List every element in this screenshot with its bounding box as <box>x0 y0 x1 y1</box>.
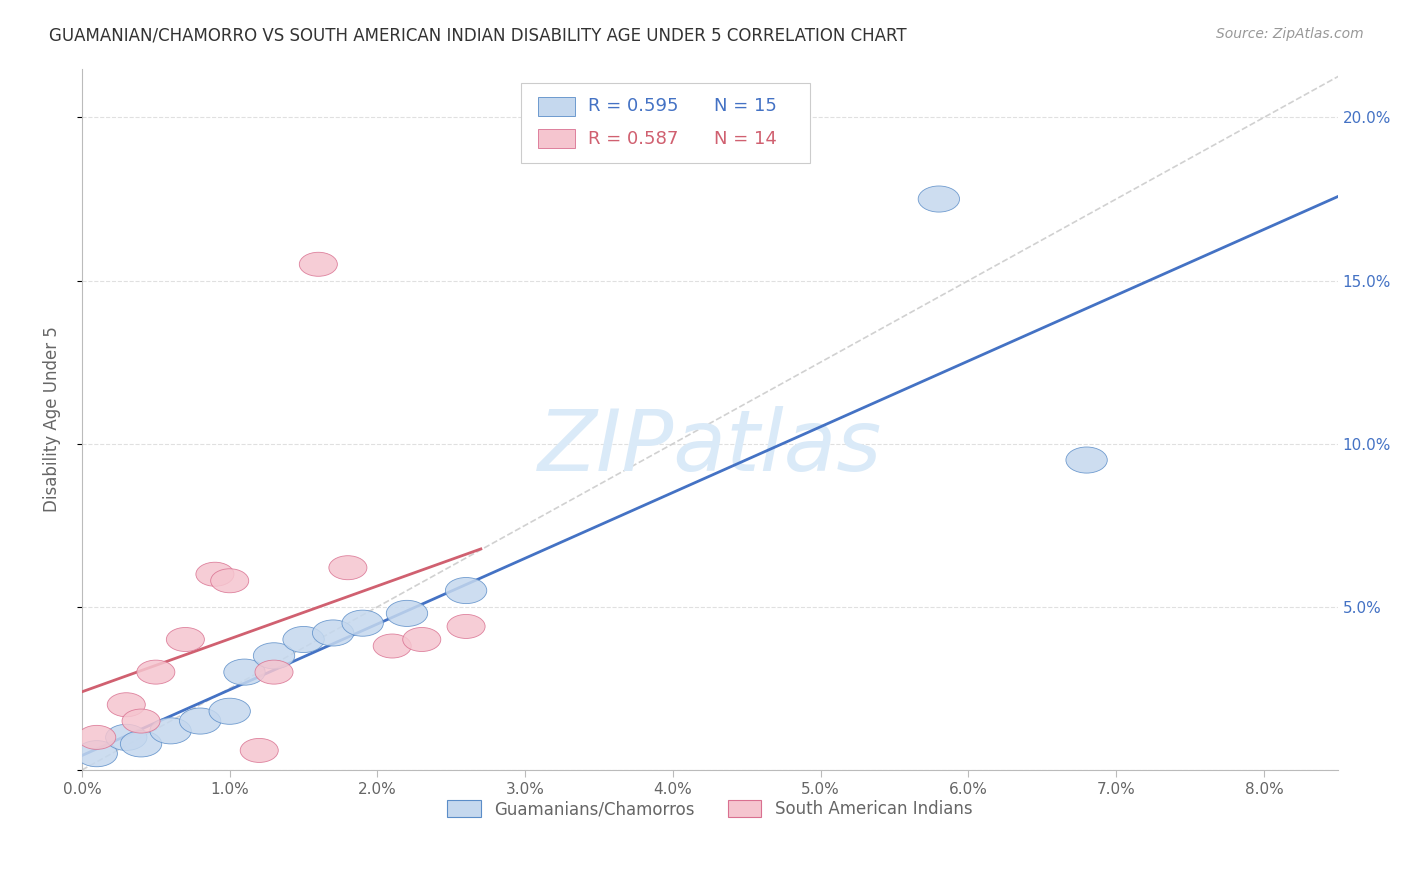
Ellipse shape <box>150 718 191 744</box>
Text: R = 0.587: R = 0.587 <box>588 129 679 148</box>
Ellipse shape <box>402 627 441 651</box>
Ellipse shape <box>180 708 221 734</box>
Ellipse shape <box>136 660 174 684</box>
Ellipse shape <box>209 698 250 724</box>
FancyBboxPatch shape <box>538 128 575 148</box>
Legend: Guamanians/Chamorros, South American Indians: Guamanians/Chamorros, South American Ind… <box>441 793 979 825</box>
Text: ZIPatlas: ZIPatlas <box>537 406 882 489</box>
Ellipse shape <box>447 615 485 639</box>
Ellipse shape <box>195 562 233 586</box>
Ellipse shape <box>254 660 292 684</box>
FancyBboxPatch shape <box>522 83 810 163</box>
Ellipse shape <box>373 634 411 658</box>
Ellipse shape <box>77 725 115 749</box>
Text: N = 15: N = 15 <box>714 97 776 115</box>
Ellipse shape <box>283 626 325 653</box>
Ellipse shape <box>446 577 486 604</box>
FancyBboxPatch shape <box>538 96 575 116</box>
Ellipse shape <box>105 724 148 750</box>
Ellipse shape <box>121 731 162 757</box>
Ellipse shape <box>76 740 118 767</box>
Text: GUAMANIAN/CHAMORRO VS SOUTH AMERICAN INDIAN DISABILITY AGE UNDER 5 CORRELATION C: GUAMANIAN/CHAMORRO VS SOUTH AMERICAN IND… <box>49 27 907 45</box>
Ellipse shape <box>387 600 427 626</box>
Ellipse shape <box>918 186 959 212</box>
Ellipse shape <box>224 659 266 685</box>
Ellipse shape <box>253 643 295 669</box>
Ellipse shape <box>240 739 278 763</box>
Text: N = 14: N = 14 <box>714 129 776 148</box>
Y-axis label: Disability Age Under 5: Disability Age Under 5 <box>44 326 60 512</box>
Ellipse shape <box>1066 447 1108 473</box>
Text: R = 0.595: R = 0.595 <box>588 97 679 115</box>
Text: Source: ZipAtlas.com: Source: ZipAtlas.com <box>1216 27 1364 41</box>
Ellipse shape <box>329 556 367 580</box>
Ellipse shape <box>122 709 160 733</box>
Ellipse shape <box>299 252 337 277</box>
Ellipse shape <box>342 610 384 636</box>
Ellipse shape <box>211 569 249 593</box>
Ellipse shape <box>107 693 145 717</box>
Ellipse shape <box>312 620 354 646</box>
Ellipse shape <box>166 627 204 651</box>
